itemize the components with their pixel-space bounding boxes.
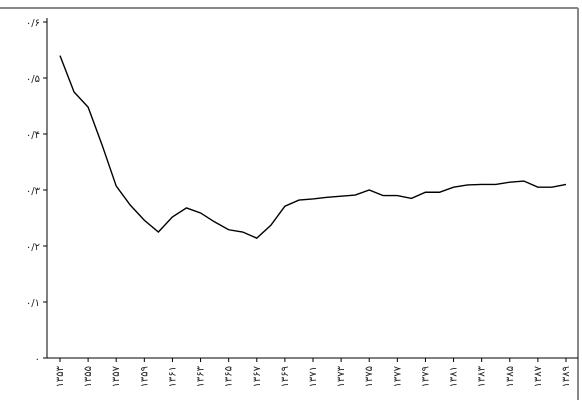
x-tick-label: ۱۳۵۳ (55, 365, 66, 387)
x-tick-label: ۱۳۵۷ (111, 365, 122, 387)
data-line (59, 55, 567, 239)
y-tick-label: ۰/۱ (26, 298, 40, 309)
y-tick-label: ۰/۵ (26, 74, 40, 85)
x-tick-label: ۱۳۸۱ (449, 366, 460, 387)
x-tick-label: ۱۳۷۳ (336, 365, 347, 387)
x-tick-label: ۱۳۸۷ (533, 365, 544, 387)
x-tick-label: ۱۳۵۵ (83, 366, 94, 387)
y-tick-label: ۰/۴ (26, 130, 40, 141)
x-tick-label: ۱۳۶۹ (280, 366, 291, 387)
x-tick-label: ۱۳۷۱ (308, 366, 319, 387)
y-tick-label: ۰ (35, 354, 40, 365)
x-tick-label: ۱۳۶۱ (167, 366, 178, 387)
x-tick-label: ۱۳۵۹ (139, 366, 150, 387)
y-tick-label: ۰/۶ (26, 18, 40, 29)
x-tick-label: ۱۳۷۵ (364, 366, 375, 387)
x-tick-label: ۱۳۷۹ (420, 366, 431, 387)
x-tick-label: ۱۳۷۷ (392, 365, 403, 387)
x-tick-label: ۱۳۶۳ (196, 365, 207, 387)
x-tick-label: ۱۳۶۷ (252, 365, 263, 387)
y-tick-label: ۰/۲ (26, 242, 40, 253)
x-tick-label: ۱۳۸۵ (505, 366, 516, 387)
x-tick-label: ۱۳۶۵ (224, 366, 235, 387)
x-tick-label: ۱۳۸۹ (561, 366, 572, 387)
y-tick-label: ۰/۳ (26, 186, 41, 197)
x-tick-label: ۱۳۸۳ (477, 365, 488, 387)
